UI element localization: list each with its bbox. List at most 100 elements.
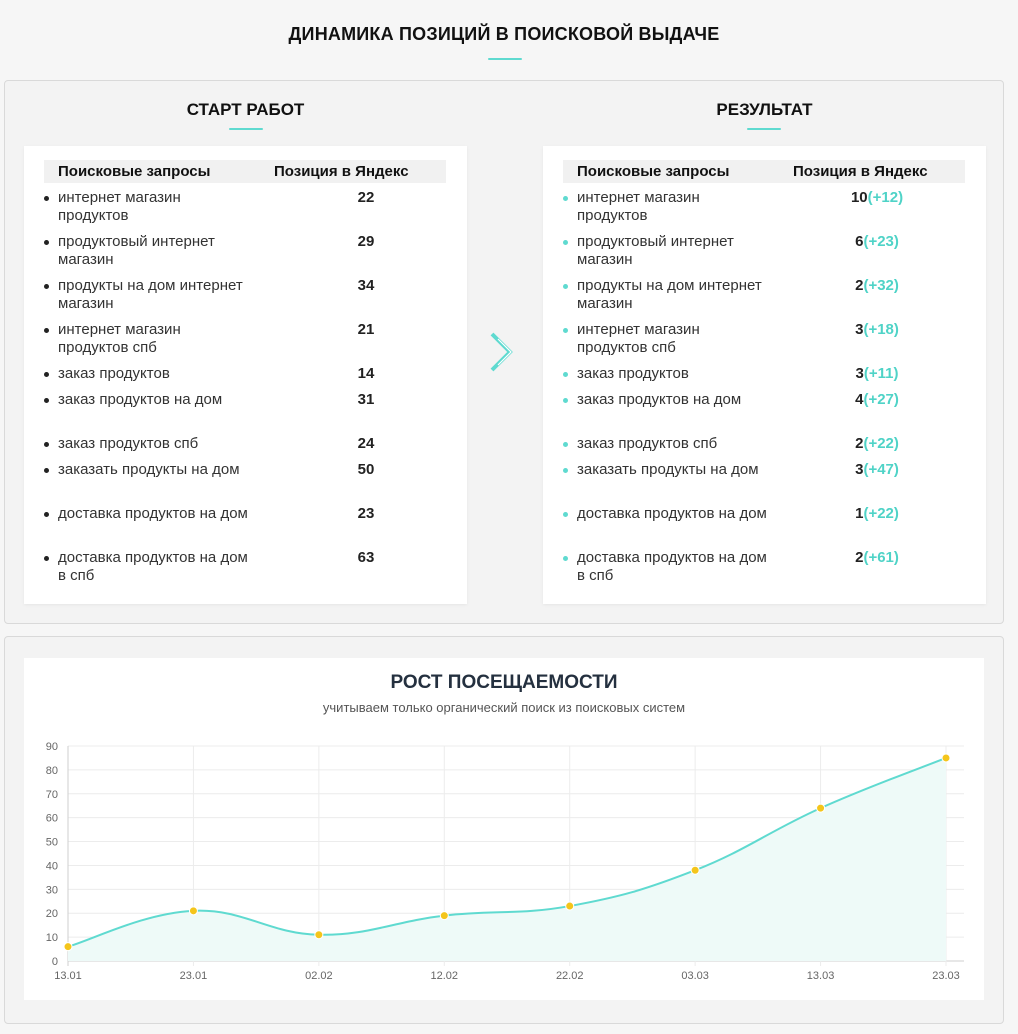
bullet-icon (563, 512, 568, 517)
position-value: 63 (306, 549, 426, 567)
query-text: доставка продуктов на дом в спб (58, 549, 248, 584)
position-delta: (+47) (863, 461, 899, 478)
result-table-card: Поисковые запросы Позиция в Яндекс интер… (543, 146, 986, 604)
x-tick-label: 23.03 (932, 970, 960, 982)
position-number: 63 (357, 549, 375, 566)
query-text: доставка продуктов на дом (577, 505, 767, 522)
data-point (816, 803, 826, 813)
position-value: 34 (306, 277, 426, 295)
series-line (67, 757, 947, 948)
bullet-icon (44, 556, 49, 561)
data-point (690, 865, 700, 875)
position-value: 21 (306, 321, 426, 339)
position-number: 3 (855, 461, 864, 478)
position-value: 50 (306, 461, 426, 479)
position-value: 2(+32) (817, 277, 937, 295)
query-text: интернет магазин продуктов спб (58, 321, 181, 356)
traffic-chart: 0 10 20 30 40 50 60 70 80 90 13.01 23.01 02.02 12.02 2… (46, 741, 964, 982)
position-number: 24 (357, 435, 375, 452)
position-delta: (+23) (863, 233, 899, 250)
data-point (188, 906, 198, 916)
bullet-icon (44, 512, 49, 517)
position-value: 3(+18) (817, 321, 937, 339)
page-title: ДИНАМИКА ПОЗИЦИЙ В ПОИСКОВОЙ ВЫДАЧЕ (288, 24, 720, 44)
query-text: заказ продуктов (58, 365, 170, 382)
x-tick-label: 22.02 (556, 970, 584, 982)
position-number: 21 (357, 321, 375, 338)
position-value: 31 (306, 391, 426, 409)
position-number: 3 (855, 321, 864, 338)
query-text: интернет магазин продуктов спб (577, 321, 700, 356)
query-text: заказать продукты на дом (58, 461, 240, 478)
chevron-right-icon (488, 331, 520, 378)
y-tick-label: 90 (46, 741, 58, 753)
query-text: заказ продуктов на дом (577, 391, 742, 408)
x-tick-label: 13.01 (54, 970, 82, 982)
position-value: 3(+47) (817, 461, 937, 479)
table-header: Поисковые запросы Позиция в Яндекс (563, 160, 965, 183)
query-text: заказать продукты на дом (577, 461, 759, 478)
query-text: продукты на дом интернет магазин (58, 277, 243, 312)
title-underline (488, 58, 522, 60)
bullet-icon (44, 196, 49, 201)
bullet-icon (563, 468, 568, 473)
start-table-card: Поисковые запросы Позиция в Яндекс интер… (24, 146, 467, 604)
y-tick-label: 70 (46, 789, 58, 801)
chart-title: РОСТ ПОСЕЩАЕМОСТИ (390, 672, 618, 693)
bullet-icon (44, 240, 49, 245)
column-header-position: Позиция в Яндекс (274, 163, 409, 180)
position-value: 24 (306, 435, 426, 453)
bullet-icon (44, 468, 49, 473)
chart-card: РОСТ ПОСЕЩАЕМОСТИ учитываем только орган… (24, 658, 984, 1000)
position-number: 14 (357, 365, 375, 382)
position-value: 23 (306, 505, 426, 523)
query-text: продуктовый интернет магазин (577, 233, 734, 268)
position-value: 3(+11) (817, 365, 937, 383)
data-point (439, 911, 449, 921)
y-tick-label: 30 (46, 884, 58, 896)
y-tick-label: 40 (46, 860, 58, 872)
query-text: продукты на дом интернет магазин (577, 277, 762, 312)
bullet-icon (44, 372, 49, 377)
position-number: 4 (855, 391, 864, 408)
query-text: заказ продуктов на дом (58, 391, 223, 408)
position-value: 14 (306, 365, 426, 383)
position-delta: (+32) (863, 277, 899, 294)
bullet-icon (44, 328, 49, 333)
column-header-query: Поисковые запросы (577, 163, 730, 180)
series-area (68, 757, 946, 961)
column-header-position: Позиция в Яндекс (793, 163, 928, 180)
chart-subtitle: учитываем только органический поиск из п… (322, 700, 686, 715)
query-text: заказ продуктов спб (577, 435, 718, 452)
result-title-underline (747, 128, 781, 130)
x-tick-label: 23.01 (180, 970, 208, 982)
table-header: Поисковые запросы Позиция в Яндекс (44, 160, 446, 183)
position-number: 23 (357, 505, 375, 522)
position-value: 4(+27) (817, 391, 937, 409)
position-value: 2(+22) (817, 435, 937, 453)
position-delta: (+27) (863, 391, 899, 408)
bullet-icon (44, 442, 49, 447)
bullet-icon (563, 372, 568, 377)
bullet-icon (563, 240, 568, 245)
query-text: доставка продуктов на дом в спб (577, 549, 767, 584)
position-delta: (+12) (867, 189, 904, 206)
position-delta: (+18) (863, 321, 899, 338)
y-tick-label: 20 (46, 908, 58, 920)
query-text: продуктовый интернет магазин (58, 233, 215, 268)
position-number: 34 (357, 277, 375, 294)
column-header-query: Поисковые запросы (58, 163, 211, 180)
x-tick-label: 02.02 (305, 970, 333, 982)
query-text: доставка продуктов на дом (58, 505, 248, 522)
x-tick-label: 12.02 (431, 970, 459, 982)
position-delta: (+11) (863, 365, 899, 382)
data-point (63, 942, 73, 952)
bullet-icon (563, 556, 568, 561)
position-number: 6 (855, 233, 864, 250)
position-number: 2 (855, 277, 864, 294)
position-number: 3 (855, 365, 864, 382)
position-value: 1(+22) (817, 505, 937, 523)
position-number: 1 (855, 505, 864, 522)
query-text: заказ продуктов (577, 365, 689, 382)
position-number: 2 (855, 549, 864, 566)
